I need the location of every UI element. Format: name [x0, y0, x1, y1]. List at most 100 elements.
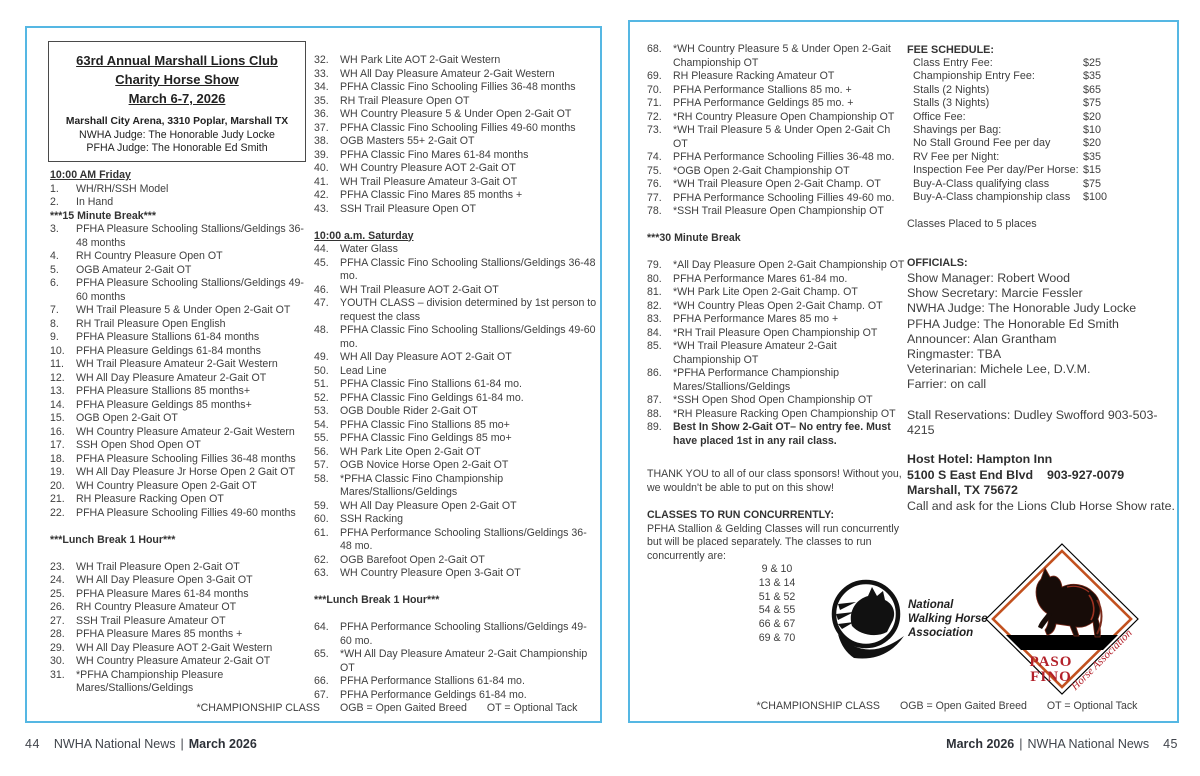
- class-list-entry: 79. *All Day Pleasure Open 2-Gait Champi…: [647, 259, 905, 273]
- class-text: PFHA Classic Fino Geldings 61-84 mo.: [340, 391, 524, 404]
- class-number: 2.: [50, 196, 59, 208]
- class-list-entry: 1. WH/RH/SSH Model: [50, 183, 314, 197]
- class-list-entry: 45. PFHA Classic Fino Schooling Stallion…: [314, 257, 598, 284]
- fee-amount: $35: [1083, 150, 1102, 163]
- class-text: WH Country Pleasure AOT 2-Gait OT: [340, 162, 516, 174]
- class-list-entry: 13. PFHA Pleasure Stallions 85 months+: [50, 385, 314, 399]
- class-number: 79.: [647, 259, 662, 271]
- class-list-entry: 9. PFHA Pleasure Stallions 61-84 months: [50, 331, 314, 345]
- class-text: *SSH Open Shod Open Championship OT: [673, 394, 873, 406]
- show-title-line2: Charity Horse Show: [115, 72, 239, 87]
- legend-ogb: OGB = Open Gaited Breed: [339, 702, 467, 714]
- class-list-entry: 86. *PFHA Performance Championship Mares…: [647, 367, 905, 394]
- class-text: WH Country Pleasure 5 & Under Open 2-Gai…: [340, 108, 572, 120]
- class-list-entry: 41. WH Trail Pleasure Amateur 3-Gait OT: [314, 176, 598, 190]
- class-text: *WH Country Pleas Open 2-Gait Champ. OT: [673, 299, 883, 312]
- class-number: 38.: [314, 135, 329, 147]
- legend-ot: OT = Optional Tack: [1046, 700, 1138, 712]
- class-text: *OGB Open 2-Gait Championship OT: [673, 164, 850, 177]
- class-list-entry: 5. OGB Amateur 2-Gait OT: [50, 264, 314, 278]
- official-line: PFHA Judge: The Honorable Ed Smith: [907, 316, 1119, 331]
- class-list-entry: 87. *SSH Open Shod Open Championship OT: [647, 394, 905, 408]
- class-text: PFHA Performance Schooling Stallions/Gel…: [340, 526, 587, 553]
- class-number: 72.: [647, 110, 662, 123]
- class-text: *All Day Pleasure Open 2-Gait Championsh…: [673, 259, 905, 271]
- class-text: *PFHA Performance Championship Mares/Sta…: [673, 367, 840, 393]
- class-text: RH Trail Pleasure Open OT: [340, 94, 470, 107]
- legend-left: *CHAMPIONSHIP CLASS OGB = Open Gaited Br…: [167, 702, 607, 714]
- class-number: 46.: [314, 283, 329, 296]
- class-text: PFHA Pleasure Stallions 85 months+: [76, 385, 251, 397]
- class-number: 26.: [50, 601, 65, 613]
- class-text: OGB Open 2-Gait OT: [76, 412, 178, 424]
- fee-amount: $75: [1083, 177, 1102, 190]
- fee-label: No Stall Ground Fee per day: [913, 137, 1051, 150]
- class-number: 40.: [314, 162, 329, 174]
- nwha-logo: National Walking Horse Association: [831, 579, 988, 659]
- fee-amount: $35: [1083, 70, 1102, 83]
- class-list-entry: [50, 547, 314, 561]
- class-text: *WH Country Pleasure 5 & Under Open 2-Ga…: [673, 43, 891, 69]
- class-text: WH Trail Pleasure Open 2-Gait OT: [76, 560, 240, 573]
- class-list-middle-column: 32. WH Park Lite AOT 2-Gait Western 33. …: [314, 54, 598, 702]
- class-text: *WH Trail Pleasure 5 & Under Open 2-Gait…: [673, 124, 891, 150]
- horse-head-circle-icon: [831, 579, 904, 659]
- class-list-entry: 68. *WH Country Pleasure 5 & Under Open …: [647, 43, 905, 70]
- class-number: 73.: [647, 124, 662, 136]
- class-number: 57.: [314, 459, 329, 471]
- class-list-entry: 39. PFHA Classic Fino Mares 61-84 months: [314, 149, 598, 163]
- class-number: 7.: [50, 304, 59, 316]
- class-text: *RH Country Pleasure Open Championship O…: [673, 110, 895, 123]
- class-list-entry: 44. Water Glass: [314, 243, 598, 257]
- class-list-entry: 25. PFHA Pleasure Mares 61-84 months: [50, 588, 314, 602]
- class-number: 87.: [647, 394, 662, 406]
- class-list-entry: 81. *WH Park Lite Open 2-Gait Champ. OT: [647, 286, 905, 300]
- class-number: 62.: [314, 553, 329, 566]
- class-text: WH Trail Pleasure Amateur 3-Gait OT: [340, 175, 518, 188]
- class-number: 3.: [50, 223, 59, 235]
- class-number: 63.: [314, 567, 329, 579]
- fee-amount: $20: [1083, 137, 1102, 150]
- class-text: *RH Trail Pleasure Open Championship OT: [673, 326, 878, 339]
- fee-row: Office Fee: $20: [907, 111, 1177, 124]
- class-text: ***15 Minute Break***: [50, 209, 156, 222]
- class-number: 43.: [314, 202, 329, 215]
- class-number: 15.: [50, 412, 65, 424]
- concurrent-pair: 51 & 52: [758, 590, 796, 603]
- legend-right: *CHAMPIONSHIP CLASS OGB = Open Gaited Br…: [727, 700, 1167, 712]
- class-list-entry: 37. PFHA Classic Fino Schooling Fillies …: [314, 122, 598, 136]
- legend-championship: *CHAMPIONSHIP CLASS: [196, 702, 320, 714]
- class-number: 32.: [314, 54, 329, 66]
- issue-date: March 2026: [188, 737, 257, 751]
- class-list-entry: 19. WH All Day Pleasure Jr Horse Open 2 …: [50, 466, 314, 480]
- class-text: Water Glass: [340, 243, 398, 255]
- class-text: PFHA Pleasure Mares 61-84 months: [76, 587, 249, 600]
- class-number: 4.: [50, 250, 59, 262]
- class-list-entry: 64. PFHA Performance Schooling Stallions…: [314, 621, 598, 648]
- class-list-entry: 89. Best In Show 2-Gait OT– No entry fee…: [647, 421, 905, 448]
- concurrent-pair: 69 & 70: [758, 631, 796, 644]
- class-list-entry: 10:00 AM Friday: [50, 169, 314, 183]
- officials-heading: OFFICIALS:: [907, 256, 968, 269]
- class-text: PFHA Classic Fino Schooling Stallions/Ge…: [340, 324, 596, 350]
- class-text: WH Country Pleasure Amateur 2-Gait OT: [76, 655, 271, 667]
- class-number: 71.: [647, 97, 662, 109]
- class-text: RH Trail Pleasure Open English: [76, 317, 226, 330]
- class-text: WH All Day Pleasure Open 3-Gait OT: [76, 574, 253, 586]
- info-column: FEE SCHEDULE: Class Entry Fee: $25 Champ…: [907, 43, 1177, 514]
- class-text: 10:00 a.m. Saturday: [314, 229, 414, 242]
- class-list-entry: [314, 608, 598, 622]
- class-number: 70.: [647, 83, 662, 96]
- class-number: 80.: [647, 272, 662, 285]
- page-right: 68. *WH Country Pleasure 5 & Under Open …: [628, 20, 1179, 723]
- class-number: 5.: [50, 263, 59, 276]
- class-list-entry: 28. PFHA Pleasure Mares 85 months +: [50, 628, 314, 642]
- class-text: WH All Day Pleasure Amateur 2-Gait Weste…: [340, 67, 555, 80]
- class-list-entry: 15. OGB Open 2-Gait OT: [50, 412, 314, 426]
- class-list-entry: 69. RH Pleasure Racking Amateur OT: [647, 70, 905, 84]
- class-text: PFHA Classic Fino Schooling Fillies 49-6…: [340, 121, 576, 134]
- class-text: *WH Park Lite Open 2-Gait Champ. OT: [673, 286, 858, 298]
- show-title-line1: 63rd Annual Marshall Lions Club: [76, 53, 278, 68]
- class-text: *WH Trail Pleasure Amateur 2-Gait Champi…: [673, 340, 837, 366]
- class-text: In Hand: [76, 196, 114, 208]
